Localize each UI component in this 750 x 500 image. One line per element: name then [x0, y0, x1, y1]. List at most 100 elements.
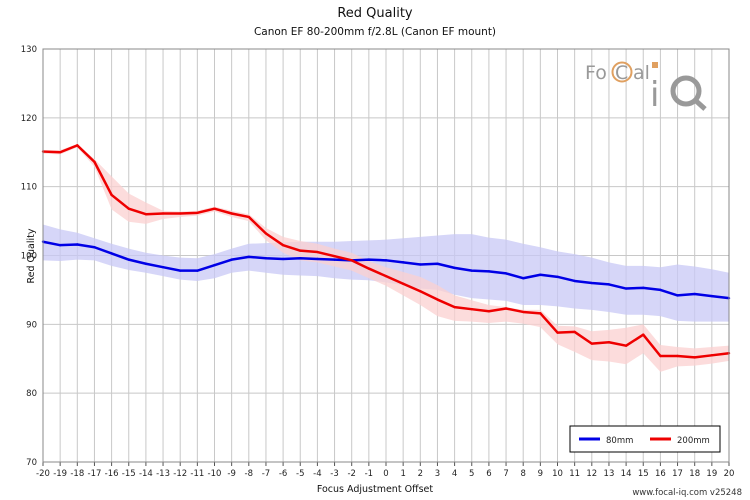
confidence-bands	[43, 143, 729, 372]
legend-label-80mm: 80mm	[606, 436, 633, 446]
x-tick-label: 10	[552, 469, 563, 479]
y-tick-label: 70	[26, 458, 37, 468]
data-point-200mm	[144, 213, 148, 216]
data-point-200mm	[110, 193, 113, 197]
data-point-80mm	[247, 255, 250, 259]
data-point-200mm	[539, 312, 542, 315]
x-tick-label: -13	[156, 469, 170, 479]
data-point-200mm	[590, 342, 593, 345]
data-point-80mm	[504, 272, 508, 275]
data-point-200mm	[384, 274, 388, 278]
x-tick-label: -18	[70, 469, 84, 479]
data-point-200mm	[607, 341, 611, 344]
data-point-200mm	[453, 305, 456, 309]
data-point-200mm	[556, 331, 559, 334]
data-point-80mm	[453, 266, 456, 270]
data-point-200mm	[213, 207, 216, 210]
svg-text:C: C	[615, 62, 628, 84]
data-point-200mm	[76, 144, 79, 147]
x-tick-label: -10	[208, 469, 222, 479]
series-lines	[41, 144, 731, 359]
data-point-200mm	[93, 160, 96, 164]
x-tick-label: 2	[418, 469, 423, 479]
data-point-80mm	[539, 273, 542, 276]
data-point-200mm	[659, 354, 662, 358]
data-point-200mm	[710, 354, 714, 357]
x-tick-label: -14	[139, 469, 153, 479]
data-point-80mm	[659, 288, 662, 292]
data-point-80mm	[161, 266, 165, 269]
data-point-200mm	[247, 215, 250, 219]
x-tick-label: 0	[383, 469, 388, 479]
x-tick-label: 18	[689, 469, 700, 479]
data-point-80mm	[367, 258, 371, 261]
x-tick-label: 5	[469, 469, 474, 479]
data-point-80mm	[384, 259, 388, 262]
data-point-80mm	[110, 252, 113, 255]
data-point-200mm	[333, 254, 336, 258]
x-tick-label: 1	[400, 469, 405, 479]
data-point-80mm	[58, 243, 62, 247]
data-point-80mm	[573, 279, 576, 283]
data-point-80mm	[624, 287, 628, 290]
data-point-80mm	[179, 269, 182, 272]
data-point-200mm	[419, 290, 422, 293]
x-tick-label: -3	[330, 469, 338, 479]
data-point-80mm	[676, 294, 679, 297]
data-point-200mm	[504, 307, 508, 310]
x-tick-label: -17	[88, 469, 102, 479]
x-tick-label: 15	[638, 469, 649, 479]
chart-title: Red Quality	[337, 6, 413, 21]
svg-text:Fo: Fo	[585, 62, 607, 84]
data-point-200mm	[350, 259, 353, 262]
data-point-80mm	[144, 262, 148, 265]
data-point-80mm	[127, 258, 130, 261]
y-tick-label: 100	[21, 252, 37, 262]
data-point-80mm	[333, 258, 336, 261]
data-point-200mm	[642, 333, 645, 336]
data-point-80mm	[401, 261, 405, 264]
data-point-200mm	[179, 212, 182, 215]
chart-subtitle: Canon EF 80-200mm f/2.8L (Canon EF mount…	[253, 26, 497, 38]
data-point-80mm	[556, 275, 559, 279]
plot-border	[42, 48, 730, 463]
data-point-80mm	[470, 269, 473, 272]
x-tick-label: 14	[621, 469, 632, 479]
band-200mm	[43, 143, 729, 372]
x-tick-label: 4	[452, 469, 457, 479]
data-point-200mm	[196, 211, 199, 215]
x-tick-label: 9	[538, 469, 543, 479]
y-tick-label: 110	[21, 183, 37, 193]
data-point-80mm	[264, 257, 268, 260]
x-tick-label: -19	[53, 469, 67, 479]
y-tick-label: 80	[26, 389, 37, 399]
x-tick-label: 17	[672, 469, 683, 479]
x-tick-label: 12	[586, 469, 597, 479]
data-point-200mm	[299, 249, 302, 252]
y-tick-label: 120	[21, 114, 37, 124]
x-tick-label: 16	[655, 469, 666, 479]
data-point-200mm	[58, 151, 62, 154]
data-point-80mm	[710, 294, 714, 298]
x-tick-label: 3	[435, 469, 440, 479]
x-tick-label: -5	[296, 469, 304, 479]
data-point-200mm	[676, 354, 679, 358]
data-point-200mm	[470, 307, 473, 311]
data-point-200mm	[401, 282, 405, 285]
x-tick-label: -4	[313, 469, 321, 479]
data-point-80mm	[93, 246, 96, 249]
watermark: www.focal-iq.com v25248	[632, 488, 742, 498]
svg-text:al: al	[633, 62, 650, 84]
grid	[42, 48, 730, 463]
x-tick-label: 7	[503, 469, 508, 479]
x-tick-label: -8	[245, 469, 253, 479]
x-tick-label: -6	[279, 469, 287, 479]
data-point-80mm	[693, 292, 696, 296]
x-tick-label: 8	[520, 469, 525, 479]
x-tick-label: 6	[486, 469, 491, 479]
data-point-80mm	[213, 263, 216, 267]
x-axis-label: Focus Adjustment Offset	[316, 484, 434, 495]
x-tick-label: -1	[365, 469, 373, 479]
